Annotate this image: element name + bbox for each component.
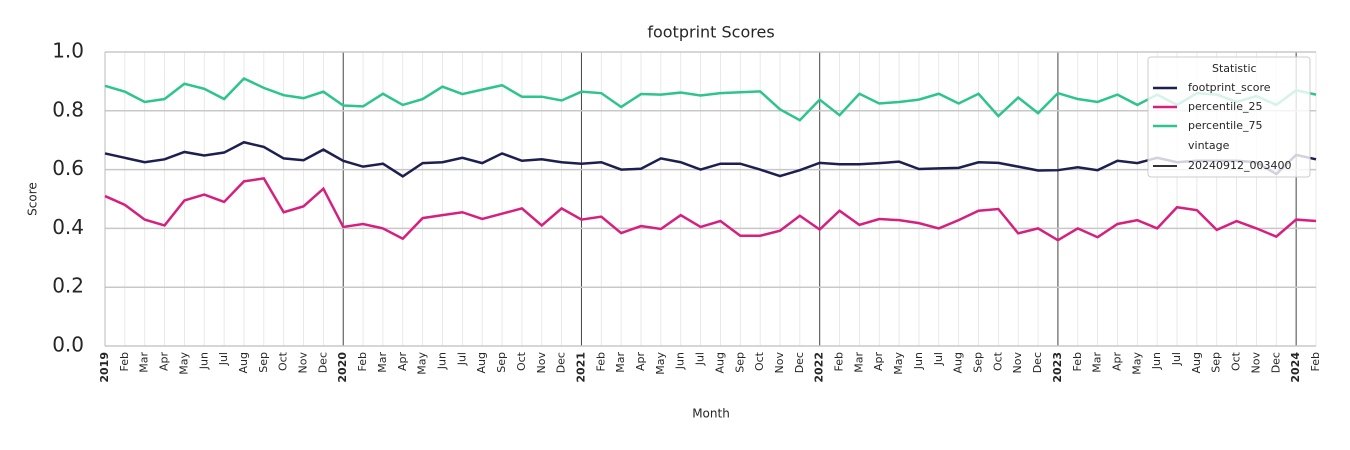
y-axis-label: Score: [26, 182, 40, 216]
y-tick-label: 0.8: [52, 97, 84, 121]
x-tick-label: Feb: [833, 352, 846, 371]
x-tick-label: Apr: [872, 352, 885, 372]
series-line: [104, 76, 1317, 122]
x-tick-label: Nov: [773, 352, 786, 374]
x-tick-label: 2024: [1289, 352, 1302, 383]
x-tick-label: Jun: [435, 352, 448, 370]
legend-title: Statistic: [1212, 62, 1257, 75]
x-tick-label: Jul: [694, 352, 707, 366]
x-tick-label: Jun: [674, 352, 687, 370]
x-tick-label: Dec: [1031, 352, 1044, 373]
legend-label: percentile_75: [1188, 119, 1263, 132]
x-tick-label: Mar: [1091, 352, 1104, 373]
x-tick-label: May: [1130, 352, 1143, 375]
x-tick-label: Oct: [753, 351, 766, 371]
x-tick-label: Feb: [594, 352, 607, 371]
x-tick-label: Mar: [138, 352, 151, 373]
x-tick-label: 2021: [574, 352, 587, 383]
x-tick-label: Apr: [634, 352, 647, 372]
x-tick-label: Jul: [932, 352, 945, 366]
x-tick-label: Feb: [1309, 352, 1322, 371]
x-tick-label: Feb: [118, 352, 131, 371]
x-tick-label: Sep: [257, 352, 270, 373]
x-tick-label: 2019: [98, 352, 111, 383]
x-tick-label: Aug: [237, 352, 250, 373]
x-tick-label: Sep: [495, 352, 508, 373]
x-tick-label: Mar: [614, 352, 627, 373]
x-tick-label: Apr: [396, 352, 409, 372]
x-tick-label: Oct: [515, 351, 528, 371]
x-tick-label: 2022: [813, 352, 826, 383]
x-tick-label: May: [177, 352, 190, 375]
y-tick-label: 0.0: [52, 333, 84, 357]
y-tick-label: 0.2: [52, 274, 84, 298]
x-tick-label: Aug: [1190, 352, 1203, 373]
y-tick-label: 0.6: [52, 156, 84, 180]
x-tick-label: Sep: [1210, 352, 1223, 373]
x-tick-label: Nov: [297, 352, 310, 374]
x-tick-label: Nov: [535, 352, 548, 374]
x-tick-label: Jun: [912, 352, 925, 370]
legend-box: [1147, 56, 1311, 178]
y-tick-label: 0.4: [52, 215, 84, 239]
x-tick-label: Jun: [1150, 352, 1163, 370]
x-tick-label: Jul: [1170, 352, 1183, 366]
x-tick-label: Sep: [972, 352, 985, 373]
x-tick-label: Mar: [376, 352, 389, 373]
x-tick-label: Nov: [1249, 352, 1262, 374]
legend-subtitle: vintage: [1188, 139, 1230, 152]
x-tick-label: Feb: [356, 352, 369, 371]
x-tick-label: Jun: [197, 352, 210, 370]
x-tick-label: Dec: [1269, 352, 1282, 373]
x-axis-label: Month: [692, 407, 730, 421]
x-tick-label: Oct: [991, 351, 1004, 371]
x-tick-label: May: [416, 352, 429, 375]
x-tick-label: May: [654, 352, 667, 375]
chart-title: footprint Scores: [647, 23, 774, 42]
x-tick-label: Dec: [555, 352, 568, 373]
x-tick-label: Nov: [1011, 352, 1024, 374]
x-tick-label: Jul: [217, 352, 230, 366]
x-tick-label: Jul: [455, 352, 468, 366]
x-tick-label: Dec: [793, 352, 806, 373]
y-tick-label: 1.0: [52, 39, 84, 63]
x-tick-label: 2020: [336, 352, 349, 383]
x-tick-label: Sep: [733, 352, 746, 373]
x-tick-label: Feb: [1071, 352, 1084, 371]
x-tick-label: Mar: [852, 352, 865, 373]
x-tick-label: Apr: [1110, 352, 1123, 372]
legend-label: 20240912_003400: [1188, 159, 1291, 172]
x-tick-label: 2023: [1051, 352, 1064, 383]
x-tick-label: Aug: [475, 352, 488, 373]
x-tick-label: May: [892, 352, 905, 375]
series-line: [104, 140, 1317, 178]
legend-label: footprint_score: [1188, 81, 1271, 94]
legend-label: percentile_25: [1188, 100, 1263, 113]
x-tick-label: Dec: [316, 352, 329, 373]
x-tick-label: Apr: [158, 352, 171, 372]
x-tick-label: Oct: [277, 351, 290, 371]
series-line: [104, 177, 1317, 242]
x-tick-label: Aug: [713, 352, 726, 373]
x-tick-label: Aug: [952, 352, 965, 373]
x-tick-label: Oct: [1230, 351, 1243, 371]
